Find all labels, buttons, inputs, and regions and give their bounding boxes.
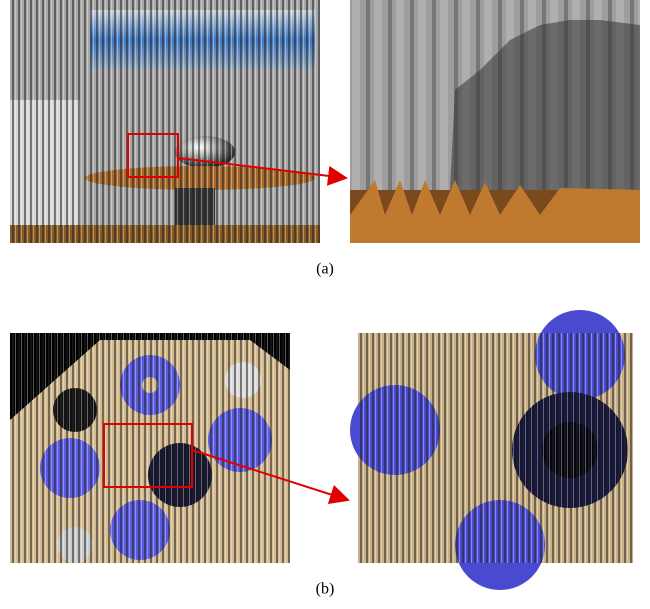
image-b-right xyxy=(350,310,633,590)
image-a-left xyxy=(10,0,320,243)
caption: (a) xyxy=(316,261,334,278)
image-a-right xyxy=(350,0,640,243)
artifact-stripes xyxy=(10,333,290,563)
artifact-stripes xyxy=(10,0,320,243)
artifact-stripes xyxy=(358,333,633,563)
figure: (a) (b) xyxy=(0,0,650,609)
image-b-left xyxy=(10,333,290,563)
caption: (b) xyxy=(316,581,335,598)
